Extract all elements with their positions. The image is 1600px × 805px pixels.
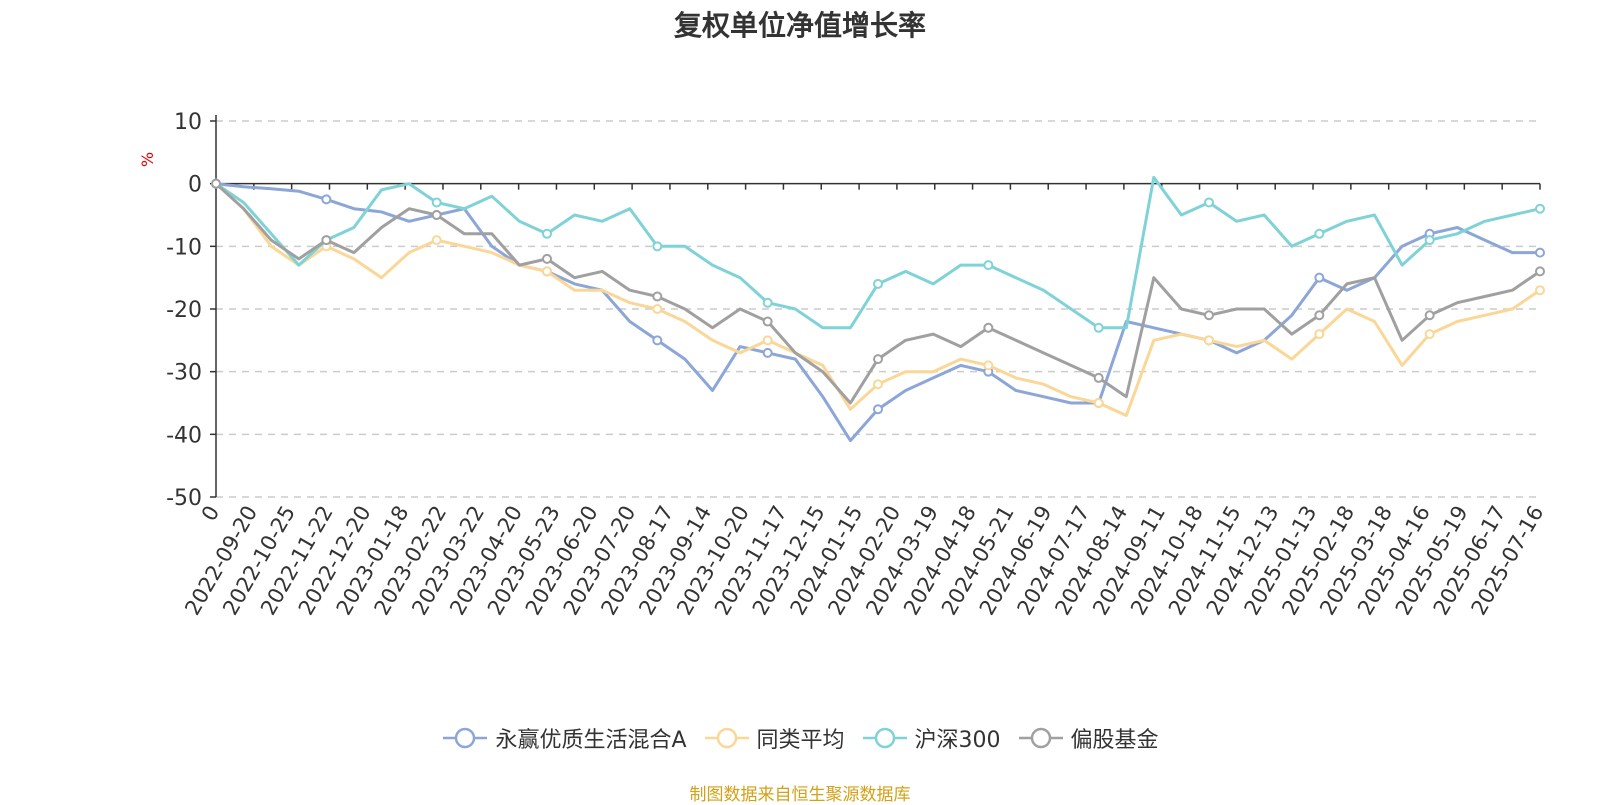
series-line: [214, 182, 1541, 405]
series-point: [1093, 372, 1104, 383]
legend-line-circle-icon: [862, 727, 907, 749]
y-tick-label: -50: [166, 486, 202, 511]
series-point: [1314, 310, 1325, 321]
legend-item[interactable]: 永赢优质生活混合A: [441, 722, 687, 754]
legend-line-circle-icon: [1018, 727, 1063, 749]
series-point: [983, 260, 994, 271]
series-point: [1535, 285, 1545, 296]
series-line: [215, 175, 1541, 330]
series-point: [1314, 272, 1325, 283]
y-tick-label: 0: [188, 173, 202, 198]
series-point: [1204, 335, 1214, 346]
series-point: [652, 335, 663, 346]
x-tick-label: 0: [197, 502, 224, 526]
legend-label: 沪深300: [914, 728, 1001, 753]
series-point: [321, 194, 332, 205]
series-point: [542, 253, 552, 264]
series-point: [873, 354, 883, 365]
series-point: [1424, 329, 1435, 340]
legend-item[interactable]: 沪深300: [861, 722, 1001, 754]
legend-label: 同类平均: [756, 728, 845, 753]
series-point: [652, 291, 663, 302]
line-chart: 100-10-20-30-40-5002022-09-202022-10-252…: [166, 110, 1548, 619]
series-point: [1535, 247, 1545, 258]
series-point: [431, 210, 442, 220]
series-point: [873, 379, 883, 390]
legend-label: 永赢优质生活混合A: [495, 728, 687, 753]
series-point: [1093, 322, 1104, 333]
series-point: [1424, 310, 1435, 321]
series-point: [431, 197, 442, 208]
series-point: [762, 347, 773, 358]
data-source-note: 制图数据来自恒生聚源数据库: [689, 785, 911, 805]
y-tick-label: 10: [174, 110, 202, 135]
series-point: [762, 316, 773, 327]
series-point: [431, 235, 442, 246]
series-point: [652, 241, 663, 252]
chart-title: 复权单位净值增长率: [673, 9, 926, 42]
chart-legend: 永赢优质生活混合A 同类平均 沪深300 偏股基金: [0, 722, 1600, 756]
y-tick-label: -10: [166, 235, 202, 260]
legend-line-circle-icon: [443, 727, 488, 749]
series-point: [983, 322, 994, 333]
series-point: [1535, 203, 1545, 214]
y-tick-label: -30: [166, 361, 202, 386]
series-point: [1314, 329, 1325, 340]
series-point: [1093, 398, 1104, 408]
legend-line-circle-icon: [704, 727, 749, 749]
series-point: [983, 360, 994, 371]
series-point: [1535, 266, 1545, 277]
series-point: [873, 278, 883, 289]
series-point: [542, 228, 552, 239]
legend-item[interactable]: 偏股基金: [1017, 722, 1159, 754]
series-point: [1314, 228, 1325, 239]
series-point: [652, 304, 663, 314]
series-point: [762, 297, 773, 308]
legend-item[interactable]: 同类平均: [703, 722, 845, 754]
series-point: [762, 335, 773, 346]
y-tick-label: -40: [166, 423, 202, 448]
series-point: [873, 404, 883, 415]
series-point: [1204, 310, 1214, 321]
series-point: [1424, 235, 1435, 246]
series-point: [1204, 197, 1214, 208]
series-point: [542, 266, 552, 277]
y-tick-label: -20: [166, 298, 202, 323]
series-point: [321, 235, 332, 246]
legend-label: 偏股基金: [1070, 728, 1159, 753]
series-point: [211, 178, 221, 189]
